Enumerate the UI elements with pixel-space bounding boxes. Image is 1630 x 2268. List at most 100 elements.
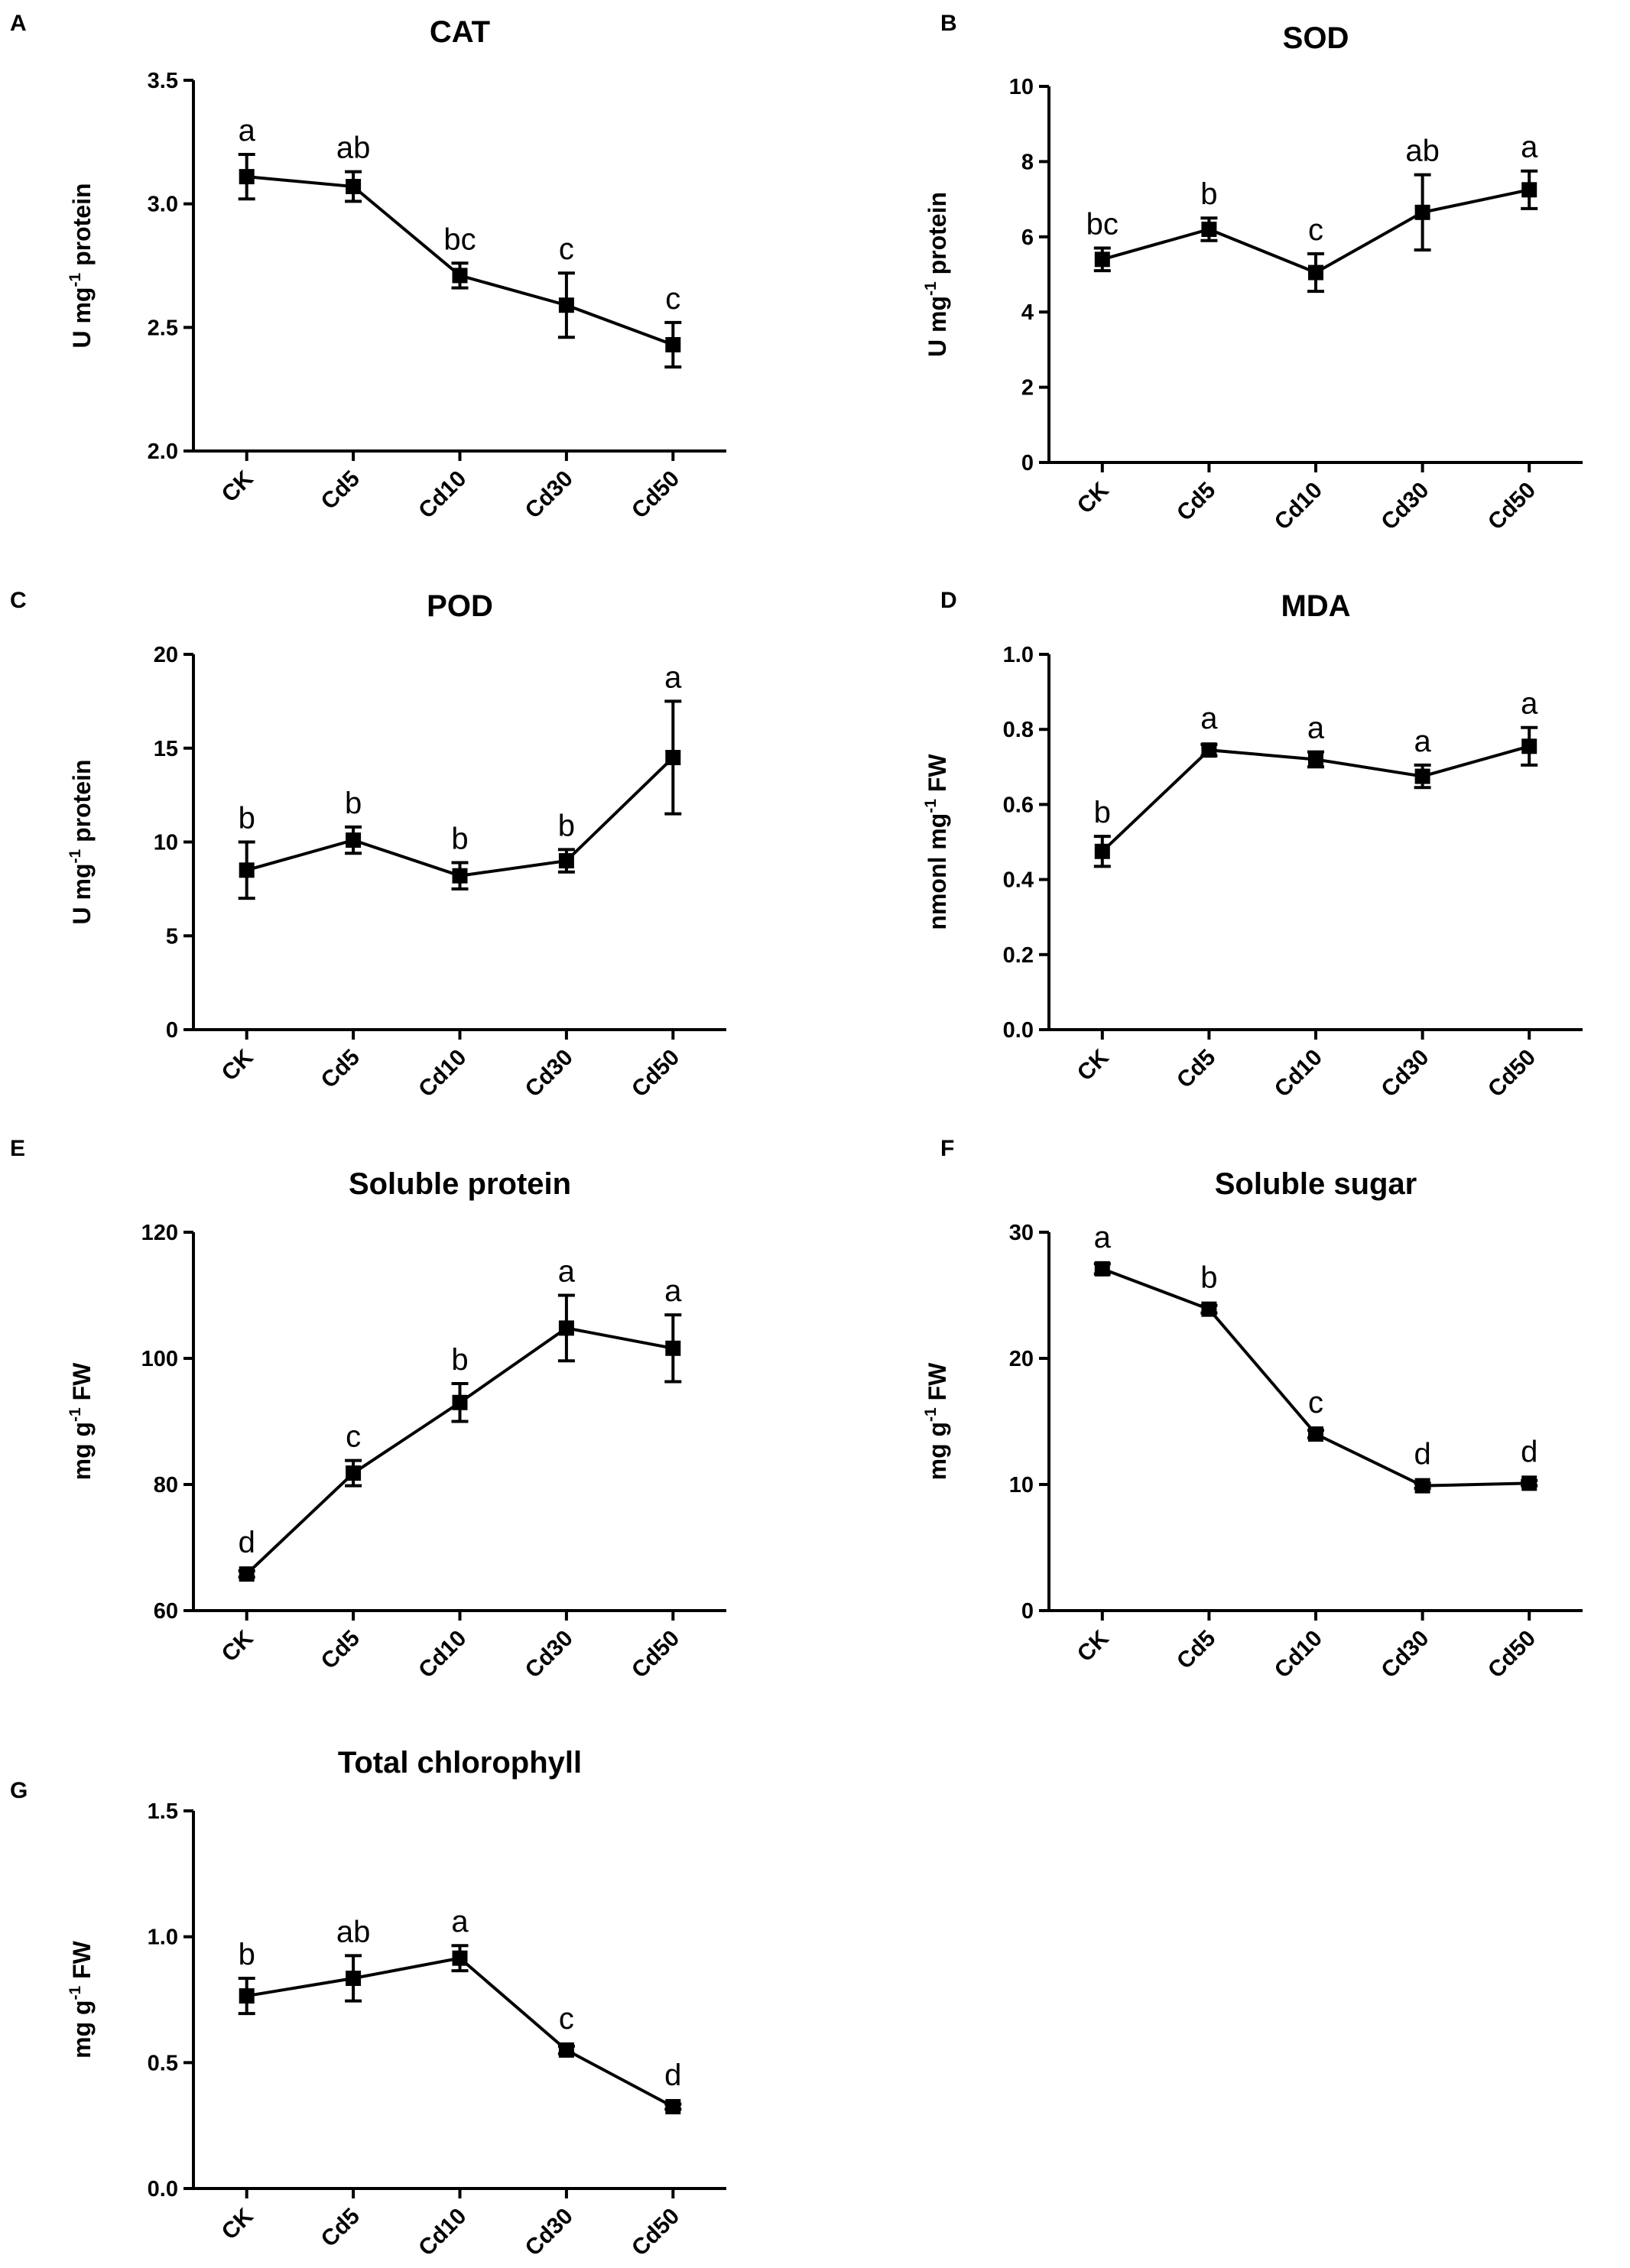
y-axis-label-superscript: -1 (922, 799, 940, 813)
significance-label: a (1414, 725, 1431, 758)
data-point-marker (1308, 1426, 1323, 1442)
y-tick-label: 120 (141, 1221, 178, 1245)
significance-label: a (664, 1274, 682, 1308)
significance-label: ab (1405, 135, 1440, 168)
chart-panel-a: A CAT U mg-1 protein 2.0 2.5 3.0 3.5 CK Cd5 Cd10 C… (10, 11, 726, 524)
x-tick-label: Cd5 (317, 1045, 365, 1093)
x-tick-label: Cd30 (1376, 1626, 1434, 1683)
chart-title: POD (427, 589, 493, 623)
x-tick-label: Cd30 (1376, 1045, 1434, 1102)
x-tick-label: Cd50 (627, 1045, 684, 1102)
significance-label: b (1200, 177, 1217, 211)
y-axis-label: nmonl mg-1 FW (922, 754, 951, 930)
series-line (246, 756, 674, 878)
y-axis-label-unit: FW (924, 1362, 951, 1407)
x-tick-label: Cd10 (414, 466, 471, 524)
significance-label: d (1414, 1438, 1430, 1471)
x-tick-label: Cd50 (1483, 1045, 1541, 1102)
significance-label: ab (336, 1915, 371, 1948)
series-line (1102, 1267, 1530, 1488)
chart-title: Soluble sugar (1215, 1167, 1417, 1201)
chart-panel-f: F Soluble sugar mg g-1 FW 0 10 20 30 CK Cd5 Cd10 C… (922, 1136, 1583, 1683)
y-tick-label: 0 (1021, 451, 1034, 475)
y-tick-label: 5 (166, 924, 178, 949)
y-tick-label: 0 (166, 1018, 178, 1043)
data-point-marker (665, 1340, 681, 1356)
panel-letter: F (940, 1136, 954, 1161)
y-tick-label: 80 (154, 1473, 178, 1497)
x-tick-label: Cd10 (414, 2204, 471, 2261)
y-axis-label-text: mg g (68, 2000, 96, 2058)
significance-label: a (1200, 702, 1218, 735)
panel-letter: B (940, 11, 957, 36)
series-line (246, 175, 674, 346)
significance-label: b (451, 1343, 468, 1377)
y-axis-label-superscript: -1 (67, 1985, 84, 2000)
y-tick-label: 20 (154, 643, 178, 667)
y-tick-label: 0.6 (1003, 793, 1034, 817)
data-point-marker (1414, 204, 1430, 220)
y-tick-label: 2.5 (148, 316, 178, 340)
panel-letter: A (10, 11, 27, 36)
x-tick-label: Cd5 (317, 1626, 365, 1674)
data-point-marker (1521, 1475, 1537, 1491)
y-axis-label: U mg-1 protein (67, 759, 96, 924)
panel-letter: E (10, 1136, 25, 1161)
x-tick-label: Cd5 (1172, 478, 1220, 526)
y-tick-label: 1.0 (1003, 643, 1034, 667)
y-tick-label: 100 (141, 1347, 178, 1371)
x-tick-label: Cd5 (317, 466, 365, 514)
y-axis-label: mg g-1 FW (67, 1362, 96, 1481)
data-point-marker (452, 268, 468, 284)
significance-label: d (664, 2059, 681, 2092)
y-tick-label: 0.0 (1003, 1018, 1034, 1043)
y-axis-label-text: U mg (924, 296, 951, 357)
data-point-marker (558, 2042, 574, 2058)
significance-label: a (1307, 711, 1325, 745)
significance-label: d (1521, 1435, 1537, 1468)
data-point-marker (239, 1988, 255, 2004)
y-tick-label: 10 (1009, 1473, 1034, 1497)
x-tick-label: Cd50 (627, 2204, 684, 2261)
data-point-marker (346, 1971, 362, 1987)
y-axis-label-superscript: -1 (67, 273, 84, 287)
data-point-marker (1414, 768, 1430, 784)
data-point-marker (452, 1394, 468, 1410)
data-point-marker (346, 832, 362, 848)
chart-panel-d: D MDA nmonl mg-1 FW 0.0 0.2 0.4 0.6 0.8 1.0 CK Cd5… (922, 588, 1583, 1102)
significance-label: b (1094, 796, 1111, 829)
x-tick-label: CK (217, 1044, 258, 1085)
data-point-marker (1414, 1478, 1430, 1494)
y-tick-label: 15 (154, 737, 178, 761)
y-axis-label: U mg-1 protein (922, 192, 951, 357)
significance-label: a (1521, 687, 1538, 721)
data-point-marker (665, 750, 681, 766)
y-tick-label: 8 (1021, 150, 1034, 174)
y-axis-label-superscript: -1 (922, 1407, 940, 1422)
x-tick-label: CK (217, 466, 258, 507)
chart-title: Total chlorophyll (338, 1746, 582, 1780)
y-tick-label: 0.2 (1003, 943, 1034, 968)
data-point-marker (665, 2098, 681, 2114)
y-axis-label-superscript: -1 (922, 281, 940, 296)
data-point-marker (1521, 182, 1537, 198)
x-tick-label: Cd30 (1376, 478, 1434, 535)
significance-label: d (239, 1526, 255, 1559)
y-tick-label: 10 (1009, 75, 1034, 99)
panel-letter: C (10, 588, 27, 613)
data-point-marker (1308, 751, 1323, 767)
x-tick-label: CK (1073, 477, 1114, 518)
y-tick-label: 0.5 (148, 2051, 178, 2075)
data-point-marker (558, 1320, 574, 1336)
data-point-marker (1201, 1301, 1217, 1317)
x-tick-label: Cd30 (521, 1045, 578, 1102)
y-axis-label: U mg-1 protein (67, 183, 96, 348)
significance-label: c (1308, 213, 1323, 247)
significance-label: b (345, 787, 362, 820)
y-tick-label: 3.5 (148, 69, 178, 93)
x-tick-label: CK (217, 2203, 258, 2244)
x-tick-label: Cd5 (317, 2204, 365, 2252)
y-tick-label: 2.0 (148, 440, 178, 464)
x-tick-label: Cd5 (1172, 1045, 1220, 1093)
y-axis-label-unit: protein (68, 183, 96, 272)
